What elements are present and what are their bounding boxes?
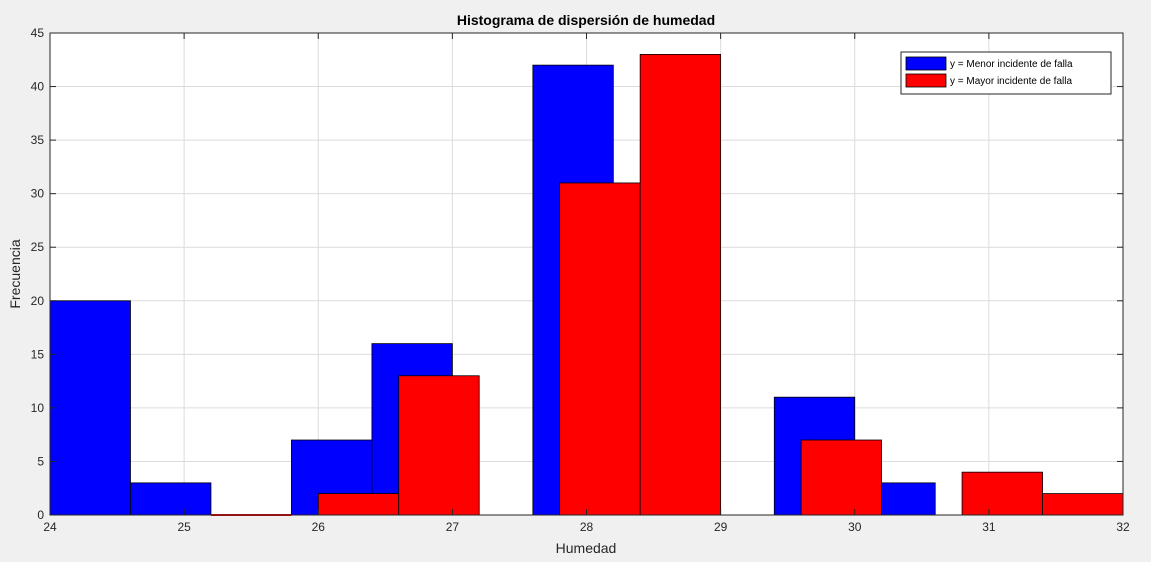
y-tick-label-3: 15 [31, 347, 45, 361]
bar-mayor-1 [317, 493, 400, 516]
series-1 [210, 54, 1124, 516]
bar-mayor-2 [398, 375, 480, 516]
legend: y = Menor incidente de falla y = Mayor i… [900, 51, 1112, 95]
y-tick-label-2: 10 [31, 401, 45, 415]
x-axis-label: Humedad [556, 540, 617, 556]
legend-label-mayor: y = Mayor incidente de falla [950, 76, 1072, 87]
y-tick-label-5: 25 [31, 240, 45, 254]
bar-mayor-6 [961, 471, 1043, 516]
x-tick-label-2: 26 [312, 520, 326, 534]
x-tick-label-5: 29 [714, 520, 728, 534]
x-tick-label-7: 31 [982, 520, 996, 534]
y-tick-label-0: 0 [37, 508, 44, 522]
x-tick-label-3: 27 [446, 520, 460, 534]
chart-title: Histograma de dispersión de humedad [457, 12, 715, 28]
x-tick-label-8: 32 [1116, 520, 1130, 534]
y-tick-label-8: 40 [31, 80, 45, 94]
bar-mayor-7 [1042, 493, 1124, 516]
x-tick-label-1: 25 [177, 520, 191, 534]
bar-mayor-4 [639, 54, 722, 516]
bar-menor-1 [130, 482, 212, 516]
y-tick-label-6: 30 [31, 187, 45, 201]
legend-swatch-menor [905, 56, 947, 71]
y-tick-label-9: 45 [31, 26, 45, 40]
x-tick-label-6: 30 [848, 520, 862, 534]
x-tick-label-4: 28 [580, 520, 594, 534]
y-tick-label-7: 35 [31, 133, 45, 147]
bar-menor-0 [49, 300, 131, 516]
legend-label-menor: y = Menor incidente de falla [950, 59, 1073, 70]
bars [49, 54, 1124, 516]
x-tick-label-0: 24 [43, 520, 57, 534]
bar-mayor-3 [559, 182, 641, 516]
bar-mayor-5 [800, 439, 882, 516]
y-axis-label: Frecuencia [7, 239, 23, 308]
axis-ticks: 24 25 26 27 28 29 30 31 32 0 5 10 15 20 25 30 35 40 45 [31, 26, 1130, 534]
y-tick-label-1: 5 [37, 454, 44, 468]
legend-swatch-mayor [905, 73, 947, 88]
y-tick-label-4: 20 [31, 294, 45, 308]
